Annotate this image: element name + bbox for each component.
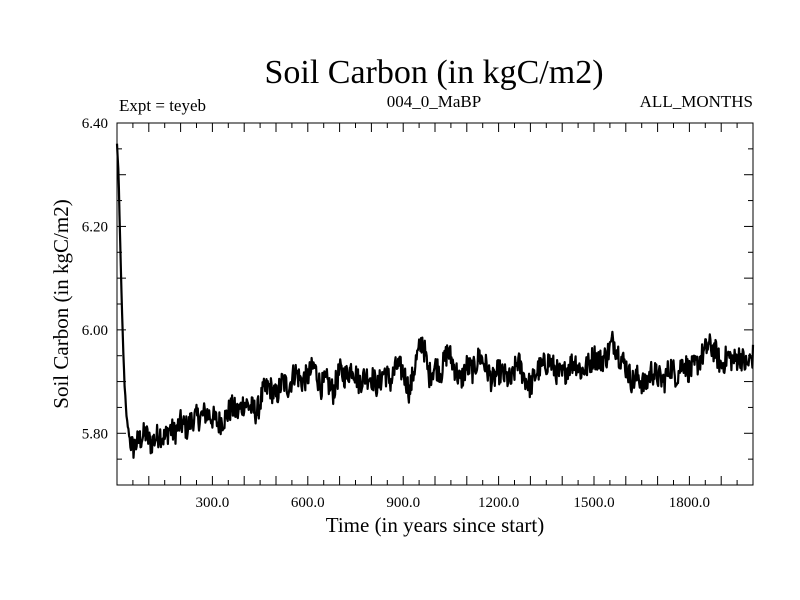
x-tick-label: 600.0 (291, 495, 325, 511)
chart-title: Soil Carbon (in kgC/m2) (264, 54, 603, 91)
axis-ticks (117, 123, 753, 485)
soil-carbon-series-line (115, 143, 755, 459)
y-tick-label: 5.80 (82, 426, 108, 442)
x-axis-label: Time (in years since start) (326, 513, 545, 537)
x-tick-label: 300.0 (196, 495, 230, 511)
experiment-label: Expt = teyeb (119, 96, 206, 115)
period-label: 004_0_MaBP (387, 92, 481, 111)
x-tick-label: 1200.0 (478, 495, 519, 511)
y-tick-label: 6.00 (82, 323, 108, 339)
y-tick-label: 6.20 (82, 219, 108, 235)
x-tick-label: 1500.0 (573, 495, 614, 511)
x-tick-label: 900.0 (386, 495, 420, 511)
months-label: ALL_MONTHS (640, 92, 753, 111)
axis-tick-labels: 300.0 600.0 900.0 1200.0 1500.0 1800.0 5.80 6.0… (82, 116, 710, 511)
plot-frame (116, 122, 754, 486)
y-axis-label: Soil Carbon (in kgC/m2) (49, 199, 73, 408)
x-tick-label: 1800.0 (669, 495, 710, 511)
y-tick-label: 6.40 (82, 116, 108, 132)
